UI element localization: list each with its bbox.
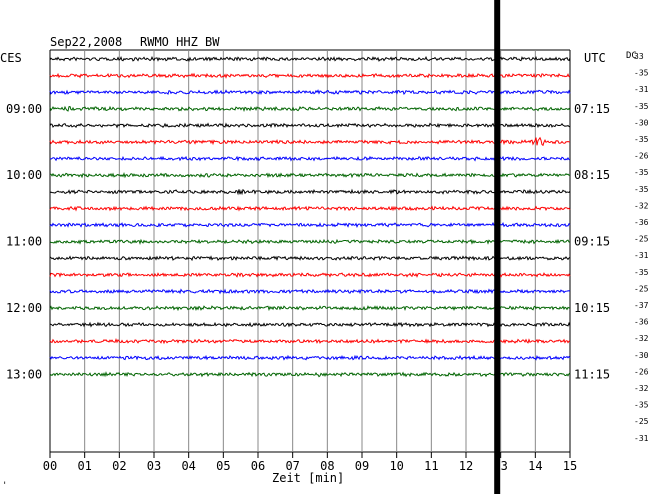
left-time-label: 09:00 <box>6 102 42 116</box>
trace-red <box>49 337 571 345</box>
left-timezone-label: CES <box>0 51 22 65</box>
left-time-label: 12:00 <box>6 301 42 315</box>
x-tick-label: 06 <box>251 459 265 473</box>
right-timezone-label: UTC <box>584 51 606 65</box>
dc-offset-value: -25 <box>634 417 649 426</box>
trace-blue <box>49 288 571 295</box>
date-label: Sep22,2008 <box>50 35 122 49</box>
dc-offset-value: -31 <box>634 251 649 260</box>
dc-offset-value: -25 <box>634 235 649 244</box>
trace-green <box>49 371 571 378</box>
dc-offset-value: -26 <box>634 367 649 376</box>
left-time-label: 10:00 <box>6 168 42 182</box>
trace-black <box>49 55 571 63</box>
x-tick-label: 00 <box>43 459 57 473</box>
x-tick-label: 10 <box>389 459 403 473</box>
trace-red <box>49 72 571 79</box>
trace-green <box>49 172 571 179</box>
marker-line <box>494 0 501 494</box>
x-tick-label: 14 <box>528 459 542 473</box>
dc-offset-value: -32 <box>634 201 649 210</box>
right-time-label: 07:15 <box>574 102 610 116</box>
dc-offset-value: -36 <box>634 318 649 327</box>
marker-group <box>494 0 501 494</box>
dc-offset-value: -35 <box>634 185 649 194</box>
left-time-label: 13:00 <box>6 367 42 381</box>
dc-offset-value: -32 <box>634 334 649 343</box>
corner-mark: ' <box>2 481 7 491</box>
station-label: RWMO HHZ BW <box>140 35 220 49</box>
x-tick-label: 08 <box>320 459 334 473</box>
trace-blue <box>49 89 571 95</box>
dc-offset-value: -37 <box>634 301 649 310</box>
x-tick-label: 09 <box>355 459 369 473</box>
trace-black <box>49 188 571 196</box>
x-tick-label: 05 <box>216 459 230 473</box>
right-time-label: 09:15 <box>574 235 610 249</box>
trace-blue <box>49 155 571 162</box>
trace-black <box>49 122 571 129</box>
x-tick-label: 07 <box>285 459 299 473</box>
x-tick-label: 01 <box>77 459 91 473</box>
x-tick-label: 03 <box>147 459 161 473</box>
right-time-label: 10:15 <box>574 301 610 315</box>
dc-offset-value: -35 <box>634 168 649 177</box>
x-tick-label: 12 <box>459 459 473 473</box>
grid <box>49 49 571 458</box>
dc-offset-value: -32 <box>634 384 649 393</box>
trace-red <box>49 205 571 212</box>
trace-blue <box>49 354 571 361</box>
x-tick-label: 11 <box>424 459 438 473</box>
dc-offset-value: 33 <box>634 52 644 61</box>
dc-offset-value: -35 <box>634 401 649 410</box>
dc-offset-value: -36 <box>634 218 649 227</box>
left-time-label: 11:00 <box>6 235 42 249</box>
right-time-label: 08:15 <box>574 168 610 182</box>
dc-offset-value: -35 <box>634 268 649 277</box>
dc-offset-value: -35 <box>634 135 649 144</box>
dc-offset-value: -26 <box>634 152 649 161</box>
dc-label: DC <box>626 51 637 61</box>
trace-blue <box>49 222 571 229</box>
dc-offset-value: -30 <box>634 351 649 360</box>
time-labels: 09:00 10:00 11:00 12:00 13:00 07:15 08:15 09:15… <box>6 102 610 382</box>
trace-black <box>49 255 571 262</box>
right-time-label: 11:15 <box>574 367 610 381</box>
dc-offsets: 33 -35 -31 -35 -30 -35 -26 -35 -35 -32 -36 -25 -31 -3… <box>634 52 649 443</box>
x-tick-label: 04 <box>181 459 195 473</box>
traces <box>49 55 571 378</box>
dc-offset-value: -35 <box>634 69 649 78</box>
trace-green <box>49 105 571 113</box>
x-axis-label: Zeit [min] <box>272 471 344 485</box>
trace-green <box>49 238 571 245</box>
trace-black <box>49 321 571 328</box>
x-axis-ticks: 00 01 02 03 04 05 06 07 08 09 10 11 12 13 14 15 <box>43 459 577 473</box>
dc-offset-value: -25 <box>634 284 649 293</box>
trace-red <box>49 272 571 278</box>
trace-green <box>49 305 571 312</box>
x-tick-label: 15 <box>563 459 577 473</box>
x-tick-label: 02 <box>112 459 126 473</box>
dc-offset-value: -31 <box>634 85 649 94</box>
dc-offset-value: -31 <box>634 434 649 443</box>
dc-offset-value: -30 <box>634 118 649 127</box>
dc-offset-value: -35 <box>634 102 649 111</box>
trace-red <box>49 136 571 147</box>
